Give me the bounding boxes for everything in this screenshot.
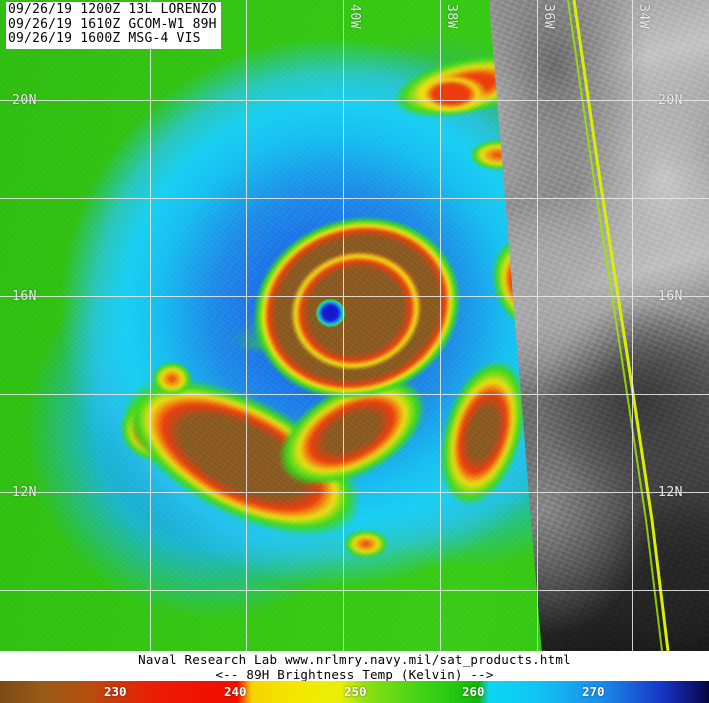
colorbar-gradient	[0, 681, 709, 703]
rainband-north-core	[414, 74, 488, 114]
lat-label-left-16n: 16N	[12, 289, 37, 304]
gridline-lon-40w	[343, 0, 344, 651]
product-header: 09/26/19 1200Z 13L LORENZO 09/26/19 1610…	[6, 2, 221, 49]
colorbar-tick-230: 230	[104, 684, 127, 699]
gridline-lon-42w	[150, 0, 151, 651]
gridline-lat-16n	[0, 296, 709, 297]
header-line-storm: 09/26/19 1200Z 13L LORENZO	[8, 2, 217, 17]
gridline-lon-36w	[537, 0, 538, 651]
lat-label-right-20n: 20N	[658, 93, 683, 108]
lon-label-40w: 40W	[347, 4, 362, 29]
lat-label-left-20n: 20N	[12, 93, 37, 108]
gridline-lat-20n	[0, 100, 709, 101]
colorbar-container: 230 240 250 260 270	[0, 681, 709, 703]
lon-label-38w: 38W	[444, 4, 459, 29]
caption-colorbar-title: <-- 89H Brightness Temp (Kelvin) -->	[215, 667, 494, 682]
gridline-lon-38w	[440, 0, 441, 651]
rainband-cell-west-small	[152, 362, 192, 396]
colorbar-tick-270: 270	[582, 684, 605, 699]
colorbar-tick-240: 240	[224, 684, 247, 699]
lat-label-left-12n: 12N	[12, 485, 37, 500]
gridline-lon-41w	[246, 0, 247, 651]
rainband-cell-south-small	[344, 530, 388, 558]
lon-label-34w: 34W	[636, 4, 651, 29]
lat-label-right-12n: 12N	[658, 485, 683, 500]
gridline-lat-14n	[0, 394, 709, 395]
gridline-lat-12n	[0, 492, 709, 493]
storm-eye	[316, 299, 345, 327]
gridline-lat-10n	[0, 590, 709, 591]
gridline-lat-18n	[0, 198, 709, 199]
gridline-lon-34w	[632, 0, 633, 651]
lat-label-right-16n: 16N	[658, 289, 683, 304]
caption-source-line: Naval Research Lab www.nrlmry.navy.mil/s…	[138, 652, 571, 667]
lon-label-36w: 36W	[541, 4, 556, 29]
header-line-microwave: 09/26/19 1610Z GCOM-W1 89H	[8, 16, 217, 32]
header-line-visible: 09/26/19 1600Z MSG-4 VIS	[8, 31, 201, 46]
satellite-imagery-panel: 20N 16N 12N 20N 16N 12N 40W 38W 36W 34W …	[0, 0, 709, 651]
colorbar-tick-260: 260	[462, 684, 485, 699]
footer-caption: Naval Research Lab www.nrlmry.navy.mil/s…	[0, 651, 709, 682]
colorbar-tick-250: 250	[344, 684, 367, 699]
